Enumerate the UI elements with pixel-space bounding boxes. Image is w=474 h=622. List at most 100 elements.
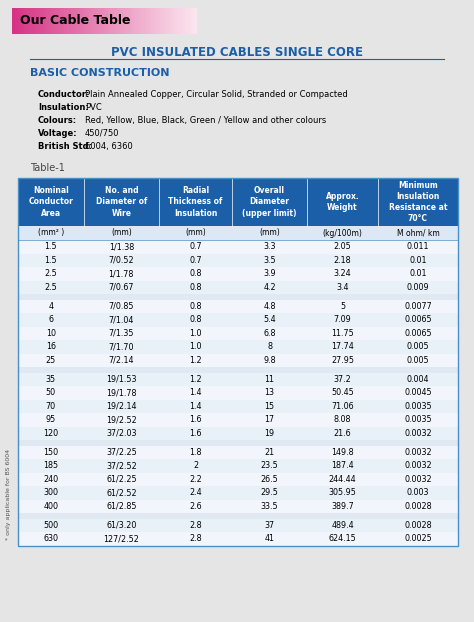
Bar bbox=[12, 8, 16, 34]
Text: 41: 41 bbox=[264, 534, 274, 543]
Text: 0.005: 0.005 bbox=[407, 342, 429, 351]
Bar bbox=[129, 8, 133, 34]
Text: 1.8: 1.8 bbox=[189, 448, 202, 457]
Text: 7/2.14: 7/2.14 bbox=[109, 356, 134, 364]
Text: 240: 240 bbox=[43, 475, 58, 484]
Text: Nominal
Conductor
Area: Nominal Conductor Area bbox=[28, 187, 73, 218]
Text: 6004, 6360: 6004, 6360 bbox=[85, 142, 133, 151]
Bar bbox=[182, 8, 185, 34]
Bar bbox=[132, 8, 136, 34]
Text: 185: 185 bbox=[43, 462, 58, 470]
Text: 0.8: 0.8 bbox=[189, 302, 202, 311]
Text: 50.45: 50.45 bbox=[331, 388, 354, 397]
Bar bbox=[46, 8, 49, 34]
Bar bbox=[166, 8, 170, 34]
Text: 70: 70 bbox=[46, 402, 56, 411]
Bar bbox=[30, 8, 34, 34]
Bar bbox=[18, 178, 458, 226]
Text: 1.0: 1.0 bbox=[189, 342, 202, 351]
Bar bbox=[36, 8, 40, 34]
Text: 3.24: 3.24 bbox=[334, 269, 351, 278]
Bar bbox=[61, 8, 65, 34]
Text: 0.7: 0.7 bbox=[189, 256, 202, 265]
Bar bbox=[24, 8, 28, 34]
Text: Plain Annealed Copper, Circular Solid, Stranded or Compacted: Plain Annealed Copper, Circular Solid, S… bbox=[85, 90, 348, 99]
Text: 2.8: 2.8 bbox=[189, 521, 202, 530]
Bar bbox=[136, 8, 139, 34]
Text: No. and
Diameter of
Wire: No. and Diameter of Wire bbox=[96, 187, 147, 218]
Text: 1.5: 1.5 bbox=[45, 256, 57, 265]
Text: 21: 21 bbox=[264, 448, 274, 457]
Bar bbox=[52, 8, 55, 34]
Text: 5.4: 5.4 bbox=[263, 315, 276, 324]
Text: M ohm/ km: M ohm/ km bbox=[397, 228, 439, 238]
Text: 9.8: 9.8 bbox=[263, 356, 276, 364]
Text: 1.4: 1.4 bbox=[189, 402, 202, 411]
Bar bbox=[179, 8, 182, 34]
Bar bbox=[86, 8, 90, 34]
Text: 0.01: 0.01 bbox=[409, 269, 427, 278]
Bar bbox=[142, 8, 145, 34]
Text: (mm² ): (mm² ) bbox=[38, 228, 64, 238]
Text: 2.05: 2.05 bbox=[334, 242, 351, 251]
Text: Approx.
Weight: Approx. Weight bbox=[326, 192, 359, 212]
Bar bbox=[18, 440, 458, 445]
Text: 2.5: 2.5 bbox=[45, 283, 57, 292]
Text: 1.2: 1.2 bbox=[189, 374, 202, 384]
Text: Our Cable Table: Our Cable Table bbox=[20, 14, 130, 27]
Bar bbox=[104, 8, 108, 34]
Text: 300: 300 bbox=[43, 488, 58, 497]
Bar bbox=[148, 8, 151, 34]
Text: Table-1: Table-1 bbox=[30, 163, 65, 173]
Bar bbox=[18, 386, 458, 399]
Bar bbox=[77, 8, 80, 34]
Bar bbox=[18, 281, 458, 294]
Text: 17.74: 17.74 bbox=[331, 342, 354, 351]
Text: 389.7: 389.7 bbox=[331, 502, 354, 511]
Bar bbox=[34, 8, 37, 34]
Text: Minimum
Insulation
Resistance at
70°C: Minimum Insulation Resistance at 70°C bbox=[389, 181, 447, 223]
Bar bbox=[157, 8, 161, 34]
Bar bbox=[18, 300, 458, 313]
Text: 1.2: 1.2 bbox=[189, 356, 202, 364]
Bar bbox=[18, 427, 458, 440]
Text: 500: 500 bbox=[43, 521, 58, 530]
Text: 2.8: 2.8 bbox=[189, 534, 202, 543]
Bar bbox=[18, 486, 458, 499]
Text: 37/2.03: 37/2.03 bbox=[106, 429, 137, 438]
Bar bbox=[101, 8, 105, 34]
Text: 8: 8 bbox=[267, 342, 272, 351]
Text: 150: 150 bbox=[43, 448, 58, 457]
Bar bbox=[191, 8, 194, 34]
Bar bbox=[160, 8, 164, 34]
Text: 0.003: 0.003 bbox=[407, 488, 429, 497]
Bar bbox=[18, 459, 458, 473]
Bar bbox=[18, 532, 458, 545]
Bar bbox=[80, 8, 83, 34]
Text: 1.0: 1.0 bbox=[189, 329, 202, 338]
Text: 127/2.52: 127/2.52 bbox=[103, 534, 139, 543]
Text: 7/1.04: 7/1.04 bbox=[109, 315, 134, 324]
Text: 0.004: 0.004 bbox=[407, 374, 429, 384]
Text: 37/2.52: 37/2.52 bbox=[106, 462, 137, 470]
Text: 0.0028: 0.0028 bbox=[404, 502, 432, 511]
Text: 50: 50 bbox=[46, 388, 56, 397]
Text: 1.5: 1.5 bbox=[45, 242, 57, 251]
Text: 0.8: 0.8 bbox=[189, 269, 202, 278]
Bar bbox=[18, 340, 458, 353]
Bar bbox=[18, 267, 458, 281]
Text: 16: 16 bbox=[46, 342, 56, 351]
Text: * only applicable for BS 6004: * only applicable for BS 6004 bbox=[7, 449, 11, 541]
Text: 0.7: 0.7 bbox=[189, 242, 202, 251]
Text: 1/1.78: 1/1.78 bbox=[109, 269, 134, 278]
Bar bbox=[173, 8, 176, 34]
Text: 0.0032: 0.0032 bbox=[404, 429, 432, 438]
Bar bbox=[95, 8, 99, 34]
Text: (mm): (mm) bbox=[259, 228, 280, 238]
Text: 1.6: 1.6 bbox=[189, 429, 202, 438]
Text: 0.0035: 0.0035 bbox=[404, 402, 432, 411]
Bar bbox=[58, 8, 62, 34]
Bar bbox=[18, 240, 458, 254]
Bar bbox=[18, 399, 458, 413]
Bar bbox=[18, 327, 458, 340]
